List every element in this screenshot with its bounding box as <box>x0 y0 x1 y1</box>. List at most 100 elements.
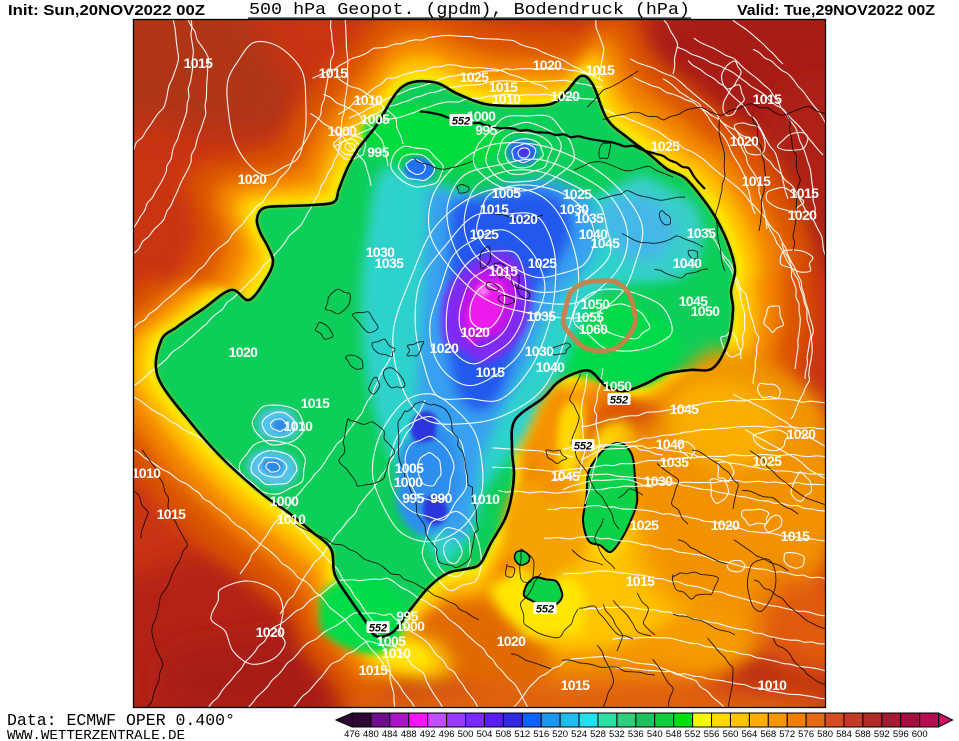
svg-text:1020: 1020 <box>256 624 286 640</box>
svg-text:572: 572 <box>779 729 795 740</box>
svg-text:484: 484 <box>382 729 398 740</box>
svg-text:1025: 1025 <box>470 226 500 242</box>
svg-text:1000: 1000 <box>394 474 424 490</box>
svg-text:1035: 1035 <box>575 210 605 226</box>
svg-text:560: 560 <box>723 729 739 740</box>
svg-text:1025: 1025 <box>563 186 593 202</box>
svg-text:1045: 1045 <box>591 235 621 251</box>
svg-text:1035: 1035 <box>375 255 405 271</box>
svg-text:1010: 1010 <box>758 677 788 693</box>
svg-text:1015: 1015 <box>742 173 772 189</box>
svg-text:1000: 1000 <box>396 618 426 634</box>
svg-text:1030: 1030 <box>525 343 555 359</box>
svg-text:1010: 1010 <box>354 92 384 108</box>
svg-text:1025: 1025 <box>460 69 490 85</box>
svg-text:1000: 1000 <box>328 123 358 139</box>
svg-text:995: 995 <box>475 122 497 138</box>
svg-text:540: 540 <box>647 729 663 740</box>
svg-text:552: 552 <box>369 623 387 635</box>
svg-text:1020: 1020 <box>551 88 581 104</box>
svg-text:1060: 1060 <box>579 321 609 337</box>
svg-text:552: 552 <box>452 116 470 128</box>
svg-text:1000: 1000 <box>270 493 300 509</box>
svg-text:995: 995 <box>402 490 424 506</box>
svg-text:1045: 1045 <box>679 293 709 309</box>
svg-text:500 hPa Geopot. (gpdm), Bodend: 500 hPa Geopot. (gpdm), Bodendruck (hPa) <box>249 1 690 20</box>
svg-text:1015: 1015 <box>489 263 519 279</box>
svg-text:1040: 1040 <box>579 226 609 242</box>
svg-text:532: 532 <box>609 729 625 740</box>
svg-text:1040: 1040 <box>656 436 686 452</box>
svg-text:1005: 1005 <box>395 460 425 476</box>
svg-text:504: 504 <box>477 729 493 740</box>
svg-text:576: 576 <box>798 729 814 740</box>
svg-text:1030: 1030 <box>560 201 590 217</box>
svg-text:1020: 1020 <box>787 426 817 442</box>
svg-text:1015: 1015 <box>480 201 510 217</box>
svg-text:1010: 1010 <box>492 91 522 107</box>
svg-text:508: 508 <box>495 729 511 740</box>
svg-text:WWW.WETTERZENTRALE.DE: WWW.WETTERZENTRALE.DE <box>7 729 185 741</box>
svg-text:476: 476 <box>344 729 360 740</box>
svg-text:1005: 1005 <box>377 633 407 649</box>
svg-text:552: 552 <box>685 729 701 740</box>
svg-text:1020: 1020 <box>430 340 460 356</box>
svg-text:1015: 1015 <box>359 662 389 678</box>
svg-text:1035: 1035 <box>660 454 690 470</box>
svg-text:1015: 1015 <box>626 573 656 589</box>
svg-text:488: 488 <box>401 729 417 740</box>
svg-text:1025: 1025 <box>528 255 558 271</box>
svg-text:1005: 1005 <box>492 185 522 201</box>
svg-text:552: 552 <box>574 441 592 453</box>
svg-text:552: 552 <box>536 604 554 616</box>
svg-text:1055: 1055 <box>575 309 605 325</box>
svg-text:Data: ECMWF OPER 0.400°: Data: ECMWF OPER 0.400° <box>7 712 235 731</box>
svg-text:580: 580 <box>817 729 833 740</box>
svg-text:1045: 1045 <box>670 401 700 417</box>
svg-text:1005: 1005 <box>361 111 391 127</box>
svg-text:552: 552 <box>610 395 628 407</box>
svg-text:1040: 1040 <box>673 255 703 271</box>
svg-text:1010: 1010 <box>132 465 162 481</box>
svg-text:1000: 1000 <box>467 108 497 124</box>
svg-text:1020: 1020 <box>730 133 760 149</box>
svg-text:Init: Sun,20NOV2022 00Z: Init: Sun,20NOV2022 00Z <box>8 2 205 19</box>
svg-text:1020: 1020 <box>509 211 539 227</box>
svg-text:1050: 1050 <box>581 296 611 312</box>
svg-text:1035: 1035 <box>527 308 557 324</box>
svg-text:492: 492 <box>420 729 436 740</box>
svg-text:568: 568 <box>760 729 776 740</box>
svg-text:1015: 1015 <box>586 62 616 78</box>
svg-text:524: 524 <box>571 729 587 740</box>
svg-text:596: 596 <box>893 729 909 740</box>
svg-text:1020: 1020 <box>229 344 259 360</box>
svg-text:1020: 1020 <box>461 324 491 340</box>
svg-text:1020: 1020 <box>711 517 741 533</box>
svg-text:1010: 1010 <box>382 645 412 661</box>
svg-text:588: 588 <box>855 729 871 740</box>
svg-text:1015: 1015 <box>781 528 811 544</box>
svg-text:520: 520 <box>552 729 568 740</box>
svg-text:1030: 1030 <box>366 244 396 260</box>
svg-text:564: 564 <box>741 729 757 740</box>
svg-text:480: 480 <box>363 729 379 740</box>
svg-text:1010: 1010 <box>277 511 307 527</box>
svg-text:536: 536 <box>628 729 644 740</box>
svg-text:1020: 1020 <box>788 207 818 223</box>
svg-text:1020: 1020 <box>533 57 563 73</box>
svg-text:1025: 1025 <box>753 453 783 469</box>
svg-text:1015: 1015 <box>561 677 591 693</box>
svg-text:995: 995 <box>396 608 418 624</box>
svg-text:1035: 1035 <box>687 225 717 241</box>
svg-text:1015: 1015 <box>184 55 214 71</box>
svg-text:556: 556 <box>704 729 720 740</box>
svg-text:1015: 1015 <box>301 395 331 411</box>
svg-text:1015: 1015 <box>319 65 349 81</box>
svg-text:1025: 1025 <box>651 138 681 154</box>
svg-text:548: 548 <box>666 729 682 740</box>
svg-text:995: 995 <box>367 144 389 160</box>
svg-text:1010: 1010 <box>284 418 314 434</box>
svg-text:1015: 1015 <box>489 79 519 95</box>
svg-text:600: 600 <box>912 729 928 740</box>
svg-text:1015: 1015 <box>753 91 783 107</box>
